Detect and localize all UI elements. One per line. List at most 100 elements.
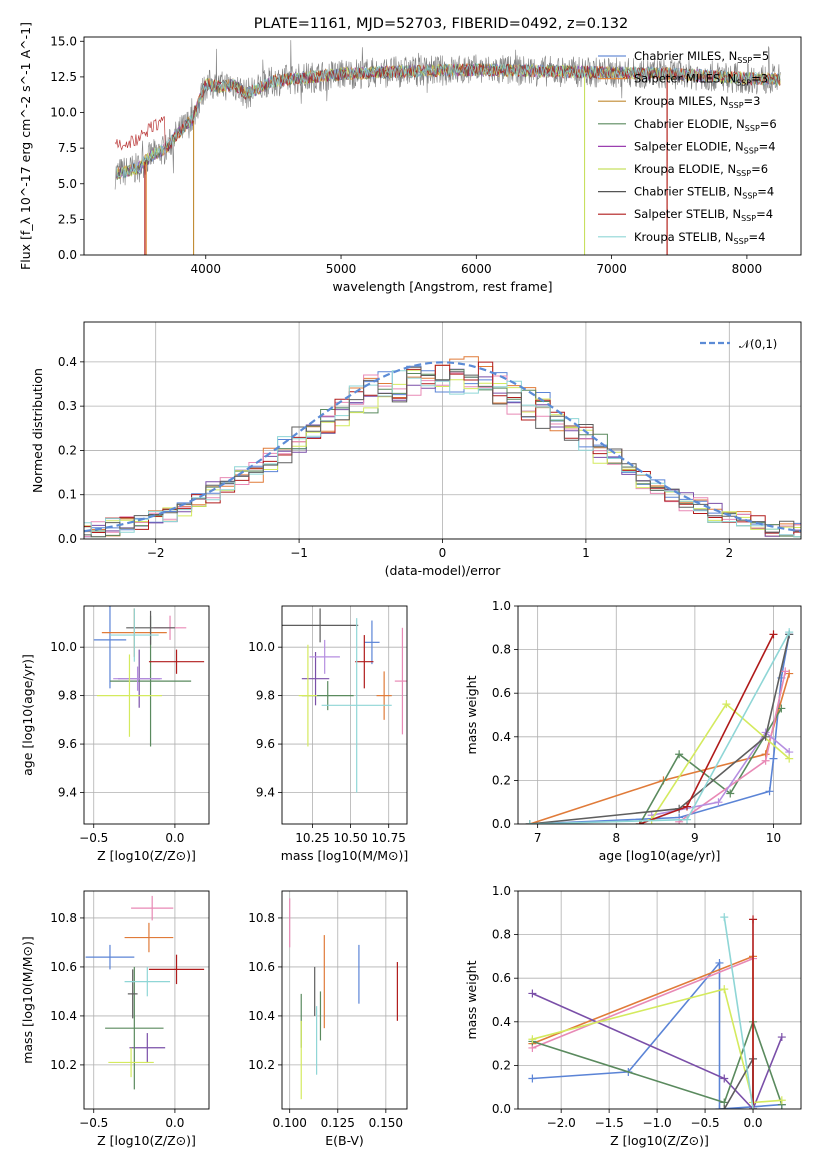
x-tick-label: 5000 bbox=[326, 262, 357, 276]
x-tick-label: 10 bbox=[766, 831, 781, 845]
x-tick-label: 6000 bbox=[461, 262, 492, 276]
y-tick-label: 10.6 bbox=[50, 960, 77, 974]
weight-point-marker bbox=[720, 1105, 729, 1109]
residual-histogram-step bbox=[84, 366, 801, 538]
y-tick-label: 9.8 bbox=[256, 689, 275, 703]
y-tick-label: 10.4 bbox=[50, 1009, 77, 1023]
plot-area bbox=[84, 891, 209, 1109]
x-tick-label: 0.0 bbox=[165, 831, 184, 845]
plot-area bbox=[84, 322, 801, 539]
errorbar-point bbox=[127, 969, 138, 1019]
errorbar-point bbox=[85, 944, 135, 970]
y-tick-label: 0.0 bbox=[58, 532, 77, 546]
plot-area bbox=[282, 606, 407, 824]
axes-frame bbox=[517, 890, 802, 1110]
y-tick-label: 10.8 bbox=[50, 911, 77, 925]
weight-point-marker bbox=[528, 989, 537, 998]
weight-series-line bbox=[651, 731, 790, 817]
panel-mass_vs_EBV: 0.100 0.125 0.150 10.2 10.4 10.6 10.8 E(B-V) bbox=[248, 890, 408, 1148]
y-tick-label: 9.6 bbox=[256, 737, 275, 751]
weight-point-marker bbox=[715, 958, 724, 967]
residual-legend: 𝒩(0,1) bbox=[700, 337, 777, 351]
weight-point-marker bbox=[683, 802, 692, 811]
x-axis-label: wavelength [Angstrom, rest frame] bbox=[332, 279, 552, 294]
x-tick-label: 0.100 bbox=[273, 1116, 307, 1130]
model-spectrum-line bbox=[116, 62, 781, 178]
y-tick-label: 1.0 bbox=[492, 599, 511, 613]
legend-label: Kroupa ELODIE, NSSP=6 bbox=[634, 162, 768, 178]
errorbar-point bbox=[109, 608, 159, 662]
weight-point-marker bbox=[781, 667, 790, 676]
axes-frame bbox=[83, 605, 210, 825]
x-axis-label: mass [log10(M/M⊙)] bbox=[281, 848, 409, 863]
y-tick-label: 9.4 bbox=[256, 786, 275, 800]
legend-label: 𝒩(0,1) bbox=[739, 337, 777, 351]
y-tick-label: 0.6 bbox=[492, 971, 511, 985]
model-spectrum-line bbox=[114, 63, 781, 152]
y-tick-label: 10.0 bbox=[248, 640, 275, 654]
x-tick-label: −1.5 bbox=[595, 1116, 624, 1130]
x-tick-label: 7 bbox=[534, 831, 542, 845]
legend-label: Salpeter MILES, NSSP=3 bbox=[634, 72, 768, 88]
panel-residuals: −2 −1 0 1 2 0.0 0.1 0.2 0.3 0.4 (data-model)/error… bbox=[30, 321, 802, 578]
weight-point-marker bbox=[722, 700, 731, 709]
weight-point-marker bbox=[765, 787, 774, 796]
plot-area bbox=[282, 891, 407, 1109]
axes-frame bbox=[281, 605, 408, 825]
weight-series-line bbox=[532, 992, 783, 1109]
y-axis-label: Normed distribution bbox=[30, 368, 45, 493]
figure-title: PLATE=1161, MJD=52703, FIBERID=0492, z=0… bbox=[254, 16, 628, 32]
x-tick-label: −0.5 bbox=[79, 1116, 108, 1130]
y-tick-label: 2.5 bbox=[58, 212, 77, 226]
y-axis-label: age [log10(age/yr)] bbox=[20, 654, 35, 776]
x-axis-label: Z [log10(Z/Z⊙)] bbox=[97, 1133, 196, 1148]
errorbar-point bbox=[131, 895, 174, 921]
errorbar-point bbox=[124, 966, 171, 997]
y-tick-label: 0.2 bbox=[492, 773, 511, 787]
weight-point-marker bbox=[528, 1035, 537, 1044]
y-tick-label: 1.0 bbox=[492, 884, 511, 898]
errorbar-point bbox=[113, 666, 162, 691]
weight-point-marker bbox=[749, 1105, 758, 1109]
y-tick-label: 0.4 bbox=[492, 730, 511, 744]
errorbar-point bbox=[148, 954, 205, 985]
x-tick-label: −1.0 bbox=[643, 1116, 672, 1130]
y-tick-label: 0.4 bbox=[492, 1015, 511, 1029]
weight-point-marker bbox=[777, 704, 786, 713]
y-tick-label: 12.5 bbox=[50, 70, 77, 84]
x-tick-label: 0.0 bbox=[165, 1116, 184, 1130]
errorbar-point bbox=[124, 922, 174, 953]
x-axis-label: (data-model)/error bbox=[385, 563, 502, 578]
x-tick-label: 0.125 bbox=[321, 1116, 355, 1130]
y-tick-label: 10.0 bbox=[50, 640, 77, 654]
y-tick-label: 0.1 bbox=[58, 488, 77, 502]
x-tick-label: −0.5 bbox=[690, 1116, 719, 1130]
weight-point-marker bbox=[715, 1105, 724, 1109]
x-tick-label: −2.0 bbox=[547, 1116, 576, 1130]
y-axis-label: Flux [f_λ 10^-17 erg cm^-2 s^-1 A^-1] bbox=[18, 22, 33, 270]
weight-point-marker bbox=[720, 913, 729, 922]
x-tick-label: 0 bbox=[439, 546, 447, 560]
weight-point-marker bbox=[525, 820, 534, 824]
panel-spectrum: 4000 5000 6000 7000 8000 0.0 2.5 5.0 7.5 10.0 12.5… bbox=[18, 22, 802, 294]
panel-weight_vs_Z: −2.0 −1.5 −1.0 −0.5 0.0 0.0 0.2 0.4 0.6 0.8 1.0 Z [… bbox=[464, 884, 802, 1148]
axes-frame bbox=[83, 321, 802, 540]
errorbar-point bbox=[96, 654, 162, 737]
y-tick-label: 9.4 bbox=[58, 786, 77, 800]
y-tick-label: 10.0 bbox=[50, 106, 77, 120]
y-tick-label: 0.0 bbox=[492, 1102, 511, 1116]
x-tick-label: −0.5 bbox=[79, 831, 108, 845]
y-tick-label: 5.0 bbox=[58, 177, 77, 191]
y-tick-label: 0.8 bbox=[492, 643, 511, 657]
errorbar-point bbox=[108, 1047, 154, 1078]
y-tick-label: 0.2 bbox=[58, 443, 77, 457]
y-tick-label: 0.8 bbox=[492, 928, 511, 942]
weight-series-line bbox=[532, 1019, 783, 1105]
axes-frame bbox=[281, 890, 408, 1110]
x-tick-label: 8 bbox=[612, 831, 620, 845]
y-tick-label: 10.4 bbox=[248, 1009, 275, 1023]
panel-mass_vs_Z: −0.5 0.0 10.2 10.4 10.6 10.8 Z [log10(Z/Z⊙)] ma… bbox=[20, 890, 210, 1148]
errorbar-point bbox=[309, 639, 340, 674]
x-axis-label: E(B-V) bbox=[325, 1133, 364, 1148]
errorbar-point bbox=[301, 652, 330, 706]
